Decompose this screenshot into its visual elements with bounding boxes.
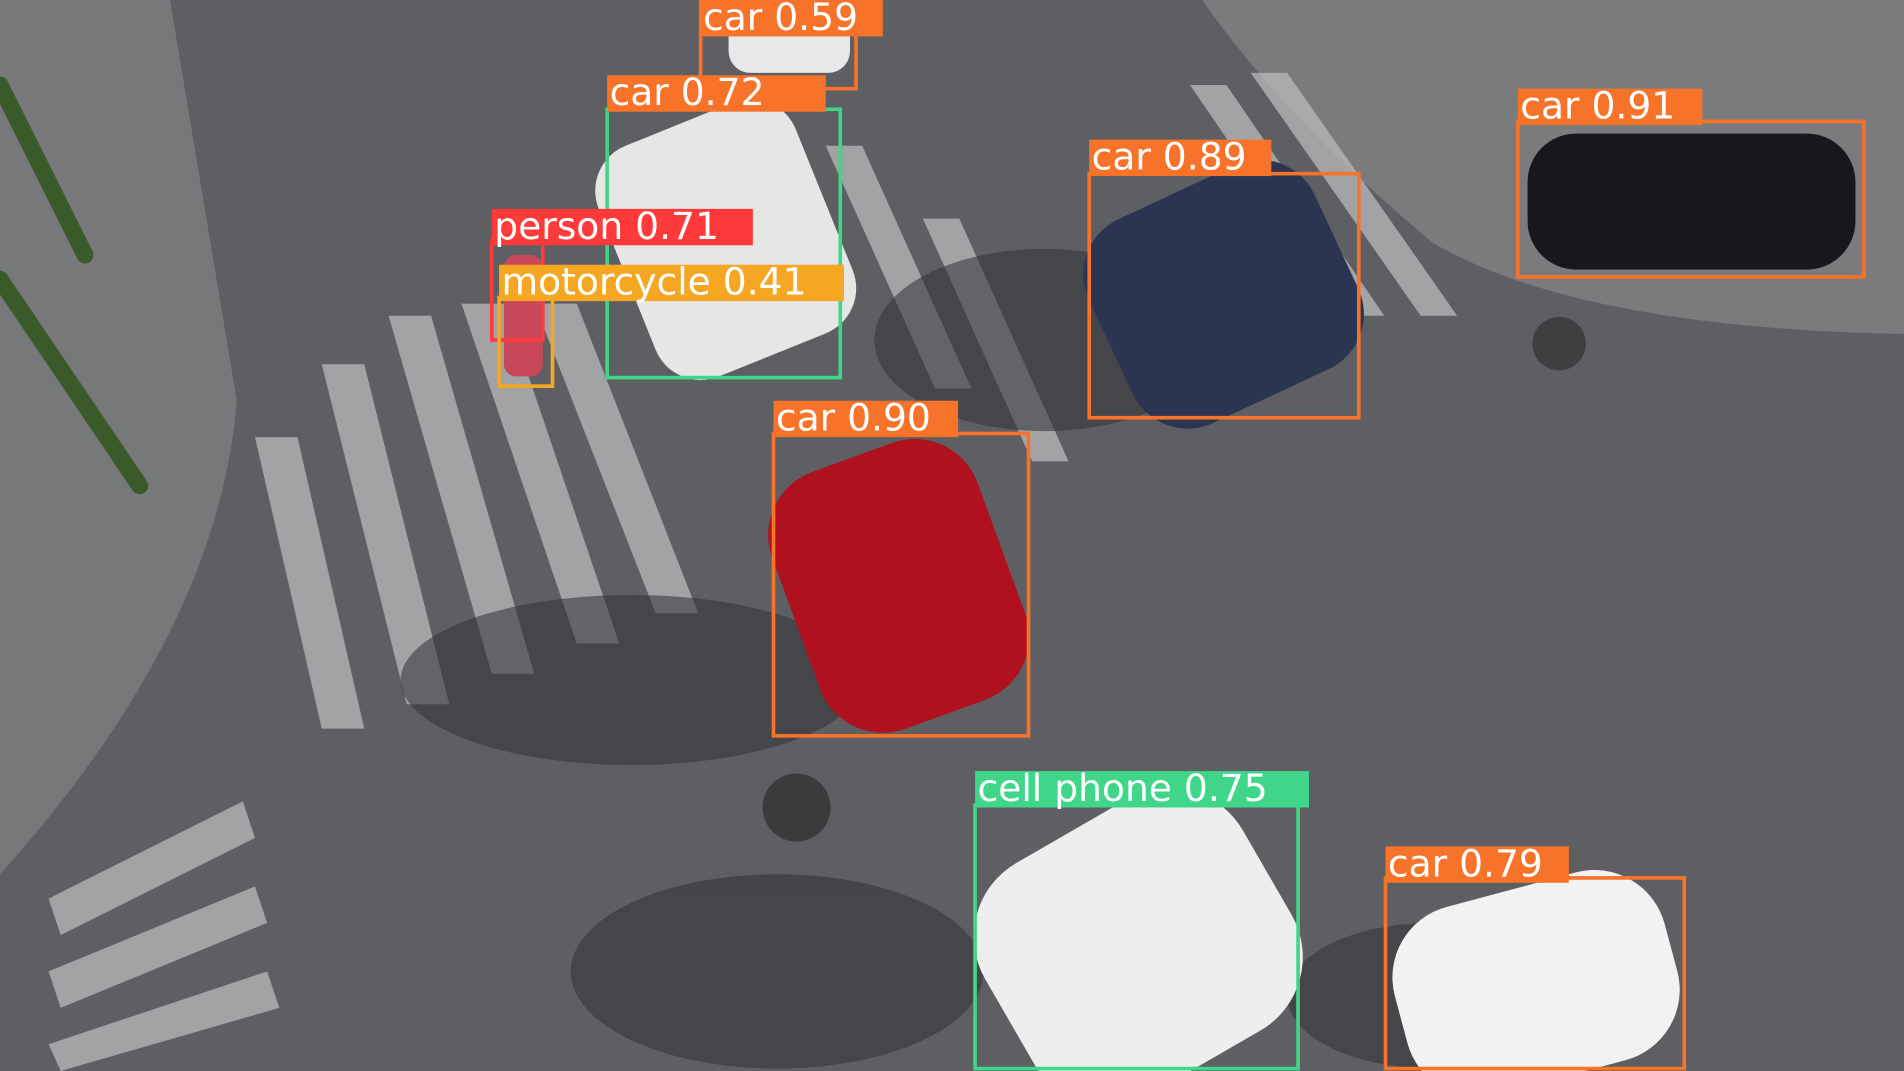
label-background [607, 75, 826, 112]
label-background [700, 0, 883, 37]
detection-label: car 0.91 [1520, 84, 1675, 128]
detection-label: car 0.59 [703, 0, 858, 39]
label-background [499, 264, 844, 302]
label-background [773, 400, 959, 438]
label-background [1385, 846, 1569, 883]
detection-label: car 0.72 [610, 70, 765, 114]
label-background [975, 771, 1309, 808]
detection-label: person 0.71 [494, 204, 719, 248]
detections: car 0.59 car 0.72 person 0.71 motorcycle 0.… [489, 0, 1866, 1071]
detection-label: car 0.90 [776, 396, 931, 440]
detection-label: car 0.89 [1092, 135, 1247, 179]
detection-label: motorcycle 0.41 [502, 260, 807, 304]
trees [0, 76, 149, 495]
detection-label: car 0.79 [1388, 841, 1543, 885]
label-background [1089, 139, 1272, 177]
label-background [491, 208, 753, 246]
detection-label: cell phone 0.75 [978, 766, 1268, 810]
label-background [1517, 88, 1703, 126]
